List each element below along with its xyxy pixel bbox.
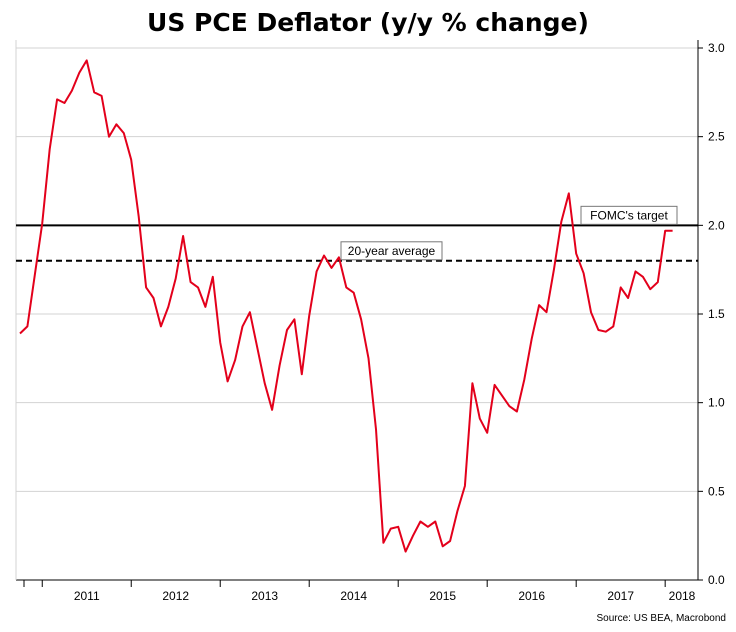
y-tick-label: 3.0	[708, 41, 725, 55]
target-label-box	[580, 205, 678, 225]
annotations: FOMC's target 20-year average	[340, 205, 678, 261]
x-tick-label: 2012	[162, 589, 189, 603]
y-tick-label: 2.5	[708, 130, 725, 144]
series-layer	[19, 59, 673, 553]
chart-title: US PCE Deflator (y/y % change)	[147, 8, 589, 37]
source-note: Source: US BEA, Macrobond	[596, 613, 726, 624]
y-tick-label: 0.5	[708, 484, 725, 498]
x-tick-label: 2015	[429, 589, 456, 603]
y-tick-label: 2.0	[708, 218, 725, 232]
average-label-box	[340, 241, 443, 261]
x-tick-label: 2016	[518, 589, 545, 603]
x-tick-label: 2014	[340, 589, 367, 603]
y-tick-label: 1.5	[708, 307, 725, 321]
grid-lines	[16, 47, 698, 492]
reference-lines	[16, 224, 698, 262]
x-tick-label: 2013	[251, 589, 278, 603]
average-label: 20-year average	[348, 244, 436, 258]
y-tick-label: 1.0	[708, 396, 725, 410]
x-tick-label: 2018	[669, 589, 696, 603]
x-tick-label: 2017	[607, 589, 634, 603]
series-line	[19, 59, 673, 553]
target-label: FOMC's target	[590, 208, 668, 222]
axes: 0.0 0.5 1.0 1.5 2.0 2.5 3.0 2011 2012 2013 2014 201…	[15, 40, 725, 603]
x-tick-label: 2011	[74, 589, 100, 603]
y-tick-label: 0.0	[708, 573, 725, 587]
